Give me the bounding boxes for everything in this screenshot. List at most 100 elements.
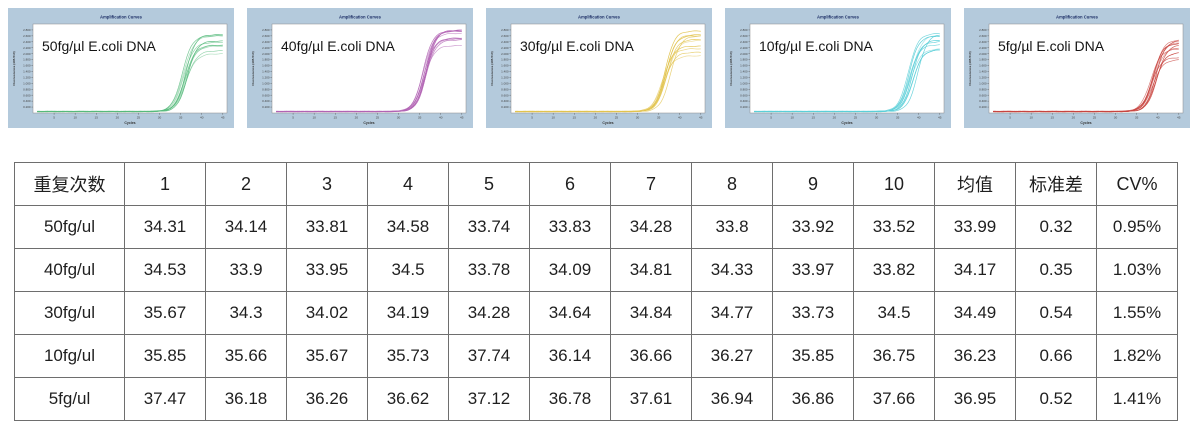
table-cell: 37.47: [124, 377, 206, 421]
y-tick-label: 1.200: [979, 76, 987, 80]
x-tick-label: 5: [770, 116, 772, 120]
y-tick-label: 0.800: [501, 87, 509, 91]
table-cell: 37.66: [853, 377, 935, 421]
table-cell: 35.73: [367, 334, 449, 378]
x-axis-label: Cycles: [363, 121, 374, 125]
x-tick-label: 45: [938, 116, 942, 120]
table-cell: 34.3: [205, 291, 287, 335]
x-tick-label: 30: [875, 116, 879, 120]
y-tick-label: 2.000: [740, 52, 748, 56]
table-cell: 0.35: [1015, 248, 1097, 292]
plot-area: [749, 23, 945, 114]
table-cell: 33.92: [772, 205, 854, 249]
y-tick-label: 2.800: [740, 28, 748, 32]
table-row-5fg/ul: 5fg/ul 37.47 36.18 36.26 36.62 37.12 36.78 37.6…: [14, 377, 1178, 421]
concentration-label: 40fg/µl E.coli DNA: [281, 38, 396, 54]
row-label-cell: 5fg/ul: [14, 377, 125, 421]
table-row-10fg/ul: 10fg/ul 35.85 35.66 35.67 35.73 37.74 36.14 36.…: [14, 334, 1178, 378]
y-axis-label: Fluorescence (465-510): [251, 51, 255, 85]
y-tick-label: 2.200: [979, 46, 987, 50]
row-label-cell: 30fg/ul: [14, 291, 125, 335]
x-tick-label: 10: [790, 116, 794, 120]
y-tick-label: 1.400: [501, 70, 509, 74]
x-tick-label: 45: [1177, 116, 1181, 120]
concentration-label: 10fg/µl E.coli DNA: [759, 38, 874, 54]
x-tick-label: 10: [73, 116, 77, 120]
amplification-curve-chart-5fg: Amplification Curves Fluorescence (465-51…: [968, 15, 1184, 125]
x-tick-label: 35: [418, 116, 422, 120]
table-cell: 37.12: [448, 377, 530, 421]
table-cell: 33.52: [853, 205, 935, 249]
x-tick-label: 30: [636, 116, 640, 120]
table-header-cell: CV%: [1096, 162, 1178, 206]
y-tick-label: 0.200: [262, 105, 270, 109]
table-header-cell: 2: [205, 162, 287, 206]
table-cell: 33.99: [934, 205, 1016, 249]
table-cell: 34.09: [529, 248, 611, 292]
table-cell: 33.78: [448, 248, 530, 292]
y-axis-label: Fluorescence (465-510): [490, 51, 494, 85]
amplification-curve: [993, 45, 1179, 113]
chart-panel-50fg: Amplification Curves Fluorescence (465-51…: [8, 8, 234, 128]
y-tick-label: 1.800: [262, 58, 270, 62]
table-cell: 36.78: [529, 377, 611, 421]
table-cell: 33.9: [205, 248, 287, 292]
x-tick-label: 25: [615, 116, 619, 120]
curve-series-group: [993, 39, 1179, 113]
y-tick-label: 2.400: [740, 40, 748, 44]
y-tick-label: 1.800: [23, 58, 31, 62]
y-tick-label: 2.000: [23, 52, 31, 56]
y-tick-label: 2.800: [979, 28, 987, 32]
table-cell: 34.77: [691, 291, 773, 335]
table-cell: 34.02: [286, 291, 368, 335]
table-cell: 0.66: [1015, 334, 1097, 378]
table-cell: 36.94: [691, 377, 773, 421]
table-cell: 33.73: [772, 291, 854, 335]
y-tick-label: 1.000: [740, 81, 748, 85]
table-cell: 1.82%: [1096, 334, 1178, 378]
curve-series-group: [754, 33, 940, 113]
y-tick-label: 1.600: [979, 64, 987, 68]
y-tick-label: 0.400: [262, 99, 270, 103]
y-tick-label: 1.600: [262, 64, 270, 68]
y-tick-label: 2.000: [501, 52, 509, 56]
y-tick-label: 1.000: [262, 81, 270, 85]
table-cell: 35.85: [124, 334, 206, 378]
y-tick-label: 1.200: [23, 76, 31, 80]
x-tick-label: 30: [397, 116, 401, 120]
x-tick-label: 40: [200, 116, 204, 120]
y-tick-label: 2.200: [740, 46, 748, 50]
x-tick-label: 35: [1135, 116, 1139, 120]
y-tick-label: 1.600: [740, 64, 748, 68]
y-tick-label: 1.600: [23, 64, 31, 68]
x-tick-label: 5: [292, 116, 294, 120]
y-tick-label: 1.000: [23, 81, 31, 85]
y-tick-label: 0.800: [262, 87, 270, 91]
y-tick-label: 0.600: [501, 93, 509, 97]
x-tick-label: 40: [917, 116, 921, 120]
row-label-cell: 40fg/ul: [14, 248, 125, 292]
y-tick-label: 0.400: [501, 99, 509, 103]
table-row-40fg/ul: 40fg/ul 34.53 33.9 33.95 34.5 33.78 34.09 34.81…: [14, 248, 1178, 292]
table-cell: 37.74: [448, 334, 530, 378]
table-cell: 1.03%: [1096, 248, 1178, 292]
chart-title: Amplification Curves: [817, 15, 860, 20]
table-header-cell: 均值: [934, 162, 1016, 206]
table-cell: 33.74: [448, 205, 530, 249]
y-tick-label: 0.600: [740, 93, 748, 97]
x-tick-label: 25: [1093, 116, 1097, 120]
table-header-cell: 3: [286, 162, 368, 206]
chart-title: Amplification Curves: [1056, 15, 1099, 20]
amplification-curve: [754, 49, 940, 113]
y-tick-label: 1.200: [262, 76, 270, 80]
y-tick-label: 1.400: [979, 70, 987, 74]
table-cell: 34.28: [610, 205, 692, 249]
table-header-cell: 重复次数: [14, 162, 125, 206]
table-row-50fg/ul: 50fg/ul 34.31 34.14 33.81 34.58 33.74 33.83 34.…: [14, 205, 1178, 249]
curve-series-group: [37, 33, 223, 113]
y-tick-label: 1.200: [740, 76, 748, 80]
y-tick-label: 2.600: [262, 34, 270, 38]
amplification-curve: [515, 34, 701, 113]
y-tick-label: 2.200: [262, 46, 270, 50]
y-tick-label: 1.200: [501, 76, 509, 80]
